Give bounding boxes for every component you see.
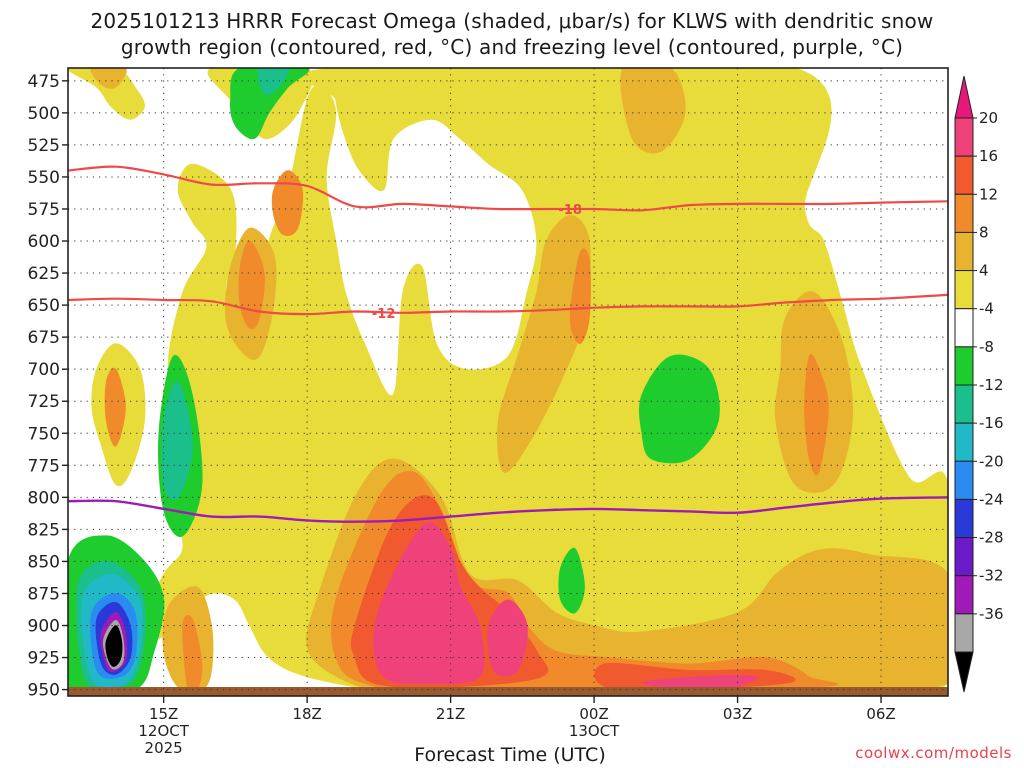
x-tick-year-15Z: 2025 xyxy=(145,739,183,757)
omega-region-8-7 xyxy=(497,214,591,473)
y-tick-label-625: 625 xyxy=(28,264,60,284)
omega-region-12-17 xyxy=(182,614,203,695)
colorbar-swatch-5 xyxy=(954,308,974,348)
y-axis: 475 500 525 550 575 600 625 650 675 700 725 750 775 8… xyxy=(28,72,68,701)
y-tick-label-925: 925 xyxy=(28,649,60,669)
y-tick-label-825: 825 xyxy=(28,520,60,540)
colorbar-label-20: 20 xyxy=(979,109,998,127)
colorbar-label--16: -16 xyxy=(979,414,1004,432)
colorbar-swatch-9 xyxy=(954,460,974,500)
omega-region-12-12 xyxy=(238,240,265,330)
colorbar-label--20: -20 xyxy=(979,452,1004,470)
colorbar-label-12: 12 xyxy=(979,185,998,203)
colorbar-bottom-arrow xyxy=(954,651,974,693)
colorbar-label--12: -12 xyxy=(979,376,1004,394)
y-tick-label-950: 950 xyxy=(28,681,60,701)
y-tick-label-500: 500 xyxy=(28,104,60,124)
omega-region--4-25 xyxy=(558,547,585,614)
plot-frame xyxy=(67,67,949,697)
omega-region--36-36 xyxy=(105,625,123,667)
colorbar-label--24: -24 xyxy=(979,490,1004,508)
colorbar-swatch-13 xyxy=(954,613,974,653)
y-tick-label-850: 850 xyxy=(28,552,60,572)
colorbar-swatch-2 xyxy=(954,193,974,233)
colorbar-label--32: -32 xyxy=(979,567,1004,585)
y-tick-label-550: 550 xyxy=(28,168,60,188)
colorbar-swatch-10 xyxy=(954,498,974,539)
x-tick-label-06Z: 06Z xyxy=(866,705,895,723)
chart-title-line-2: growth region (contoured, red, °C) and f… xyxy=(120,35,904,59)
omega-region--8-30 xyxy=(161,381,193,501)
freezing-level-line xyxy=(68,496,948,523)
omega-region-8-5 xyxy=(620,68,686,154)
colorbar: 20 16 12 8 4 -4 -8 -12 -16 -20 -24 -28 -32 -36 xyxy=(954,75,1004,693)
omega-region-20-20 xyxy=(373,522,485,685)
colorbar-swatch-11 xyxy=(954,537,974,577)
y-tick-label-725: 725 xyxy=(28,392,60,412)
y-tick-label-775: 775 xyxy=(28,456,60,476)
y-tick-label-575: 575 xyxy=(28,200,60,220)
y-tick-label-900: 900 xyxy=(28,617,60,637)
x-tick-label-00Z: 00Z xyxy=(579,705,608,723)
x-axis-title: Forecast Time (UTC) xyxy=(414,744,606,766)
x-tick-label-18Z: 18Z xyxy=(292,705,321,723)
chart-title-line-1: 2025101213 HRRR Forecast Omega (shaded, … xyxy=(90,9,934,33)
colorbar-label--4: -4 xyxy=(979,300,994,318)
x-tick-sublabel-00Z: 13OCT xyxy=(569,722,620,740)
colorbar-label--36: -36 xyxy=(979,605,1004,623)
colorbar-swatch-4 xyxy=(954,270,974,310)
y-tick-label-475: 475 xyxy=(28,72,60,92)
terrain-ground xyxy=(68,687,948,696)
y-tick-label-525: 525 xyxy=(28,136,60,156)
y-tick-label-675: 675 xyxy=(28,328,60,348)
y-tick-label-650: 650 xyxy=(28,296,60,316)
colorbar-swatch-7 xyxy=(954,384,974,424)
x-tick-label-15Z: 15Z xyxy=(149,705,178,723)
contour-lines: -18 -12 xyxy=(68,165,948,523)
dgz-contour-line--18 xyxy=(68,165,948,212)
colorbar-label--28: -28 xyxy=(979,529,1004,547)
colorbar-label--8: -8 xyxy=(979,338,994,356)
y-tick-label-800: 800 xyxy=(28,488,60,508)
colorbar-top-arrow xyxy=(954,75,974,119)
dgz-contour-line--12 xyxy=(68,293,948,316)
y-tick-label-875: 875 xyxy=(28,584,60,604)
colorbar-swatch-12 xyxy=(954,575,974,615)
omega-region-20-21 xyxy=(487,599,528,677)
omega-shading xyxy=(68,68,948,696)
y-tick-label-750: 750 xyxy=(28,424,60,444)
y-tick-label-700: 700 xyxy=(28,360,60,380)
x-tick-label-21Z: 21Z xyxy=(436,705,465,723)
x-tick-sublabel-15Z: 12OCT xyxy=(138,722,189,740)
omega-region-12-15 xyxy=(104,367,126,447)
colorbar-label-8: 8 xyxy=(979,223,989,241)
colorbar-swatch-0 xyxy=(954,117,974,157)
omega-region-12-11 xyxy=(271,170,304,236)
omega-region--4-24 xyxy=(638,354,720,464)
colorbar-swatch-8 xyxy=(954,422,974,462)
x-tick-label-03Z: 03Z xyxy=(723,705,752,723)
colorbar-label-16: 16 xyxy=(979,147,998,165)
colorbar-swatch-6 xyxy=(954,346,974,386)
dgz-contour-label--18: -18 xyxy=(558,203,582,218)
credit-link[interactable]: coolwx.com/models xyxy=(855,744,1012,762)
colorbar-label-4: 4 xyxy=(979,262,989,280)
colorbar-swatch-3 xyxy=(954,231,974,272)
omega-region-8-4 xyxy=(90,68,127,89)
colorbar-swatch-1 xyxy=(954,155,974,195)
dgz-contour-label--12: -12 xyxy=(372,307,396,322)
y-tick-label-600: 600 xyxy=(28,232,60,252)
